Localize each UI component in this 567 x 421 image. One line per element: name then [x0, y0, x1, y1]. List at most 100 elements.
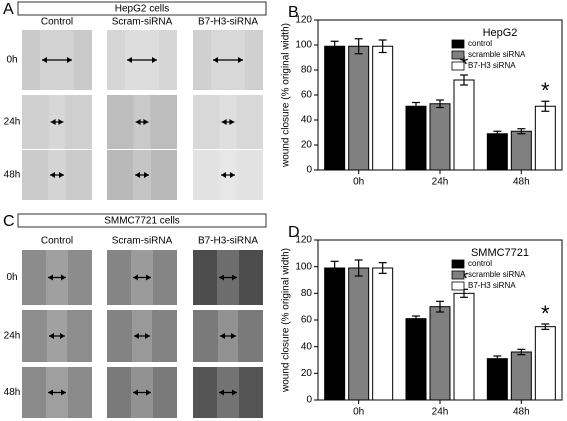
error-bar — [541, 100, 550, 112]
panel-label: A — [3, 1, 14, 18]
arrow-head — [50, 172, 64, 178]
column-label: Control — [41, 17, 73, 28]
y-axis-label: wound closure (% original width) — [281, 23, 292, 168]
arrow-head — [219, 274, 237, 281]
arrow-head — [49, 333, 65, 339]
title-box — [17, 213, 267, 228]
error-bar — [517, 128, 526, 135]
error-bar — [378, 39, 387, 54]
error-bar — [330, 260, 339, 276]
error-bar — [493, 355, 502, 362]
significance-marker: * — [541, 78, 550, 103]
bar — [510, 130, 532, 171]
y-tick-label: 40 — [301, 115, 313, 126]
bar — [453, 292, 475, 401]
row-label: 48h — [4, 387, 21, 398]
column-label: B7-H3-siRNA — [198, 17, 258, 28]
error-bar — [330, 40, 339, 52]
x-tick-label: 0h — [353, 407, 364, 418]
arrow-head — [135, 172, 149, 178]
bar — [348, 45, 370, 171]
chart-title: SMMC7721 — [471, 247, 529, 259]
y-tick-label: 20 — [301, 140, 313, 151]
y-tick-label: 40 — [301, 341, 313, 352]
row-label: 0h — [6, 272, 17, 283]
arrow-head — [219, 389, 237, 396]
arrow-head — [50, 119, 64, 125]
legend-label: scramble siRNA — [468, 50, 526, 59]
row-label: 48h — [4, 170, 21, 181]
y-tick-label: 100 — [295, 40, 312, 51]
bar — [324, 45, 346, 171]
legend-label: control — [468, 39, 492, 48]
significance-marker: * — [541, 301, 550, 326]
legend-label: scramble siRNA — [468, 270, 526, 279]
column-label: Control — [41, 236, 73, 247]
bar — [534, 105, 556, 171]
arrow-head — [220, 333, 236, 339]
legend-swatch — [451, 270, 465, 280]
bar — [429, 306, 451, 401]
legend-label: B7-H3 siRNA — [468, 281, 516, 290]
bar — [453, 79, 475, 171]
legend-swatch — [451, 50, 465, 60]
row-label: 24h — [4, 117, 21, 128]
error-bar — [436, 99, 444, 109]
y-tick-label: 0 — [306, 165, 312, 176]
title-box — [17, 1, 267, 16]
arrow-head — [221, 119, 235, 125]
column-label: Scram-siRNA — [112, 17, 173, 28]
arrow-head — [134, 333, 150, 339]
error-bar — [436, 300, 444, 313]
x-tick-label: 0h — [353, 177, 364, 188]
panel-title: SMMC7721 cells — [104, 216, 180, 227]
arrow-head — [48, 274, 66, 281]
panel-title: HepG2 cells — [115, 4, 169, 15]
bar — [486, 133, 508, 171]
arrow-head — [221, 172, 235, 178]
error-bar — [354, 259, 363, 277]
panel-label: C — [3, 213, 15, 230]
bar — [405, 318, 427, 401]
arrow-head — [135, 119, 149, 125]
error-bar — [378, 262, 387, 274]
bar — [429, 103, 451, 171]
legend-swatch — [451, 61, 465, 71]
y-tick-label: 60 — [301, 90, 313, 101]
bar — [324, 267, 346, 401]
y-tick-label: 60 — [301, 315, 313, 326]
column-label: Scram-siRNA — [112, 236, 173, 247]
y-tick-label: 100 — [295, 261, 312, 272]
column-label: B7-H3-siRNA — [198, 236, 258, 247]
row-label: 24h — [4, 331, 21, 342]
y-tick-label: 0 — [306, 395, 312, 406]
y-tick-label: 120 — [295, 235, 312, 246]
y-axis-label: wound closure (% original width) — [281, 248, 292, 393]
error-bar — [517, 348, 526, 356]
legend-swatch — [451, 259, 465, 269]
error-bar — [493, 130, 502, 137]
y-tick-label: 80 — [301, 288, 313, 299]
error-bar — [412, 315, 420, 322]
error-bar — [412, 101, 420, 111]
chart-title: HepG2 — [483, 27, 518, 39]
legend-swatch — [451, 39, 465, 49]
x-tick-label: 48h — [513, 407, 530, 418]
y-tick-label: 80 — [301, 65, 313, 76]
error-bar — [354, 38, 363, 55]
arrow-head — [133, 389, 151, 396]
y-tick-label: 20 — [301, 368, 313, 379]
legend-label: B7-H3 siRNA — [468, 61, 516, 70]
panel-label: B — [288, 4, 299, 21]
arrow-head — [48, 389, 66, 396]
error-bar — [541, 323, 550, 330]
legend-swatch — [451, 281, 465, 291]
row-label: 0h — [6, 55, 17, 66]
error-bar — [460, 74, 468, 86]
panel-label: D — [288, 224, 300, 241]
bar — [510, 351, 532, 401]
y-tick-label: 120 — [295, 15, 312, 26]
legend-label: control — [468, 259, 492, 268]
bar — [372, 267, 394, 401]
bar — [405, 105, 427, 171]
